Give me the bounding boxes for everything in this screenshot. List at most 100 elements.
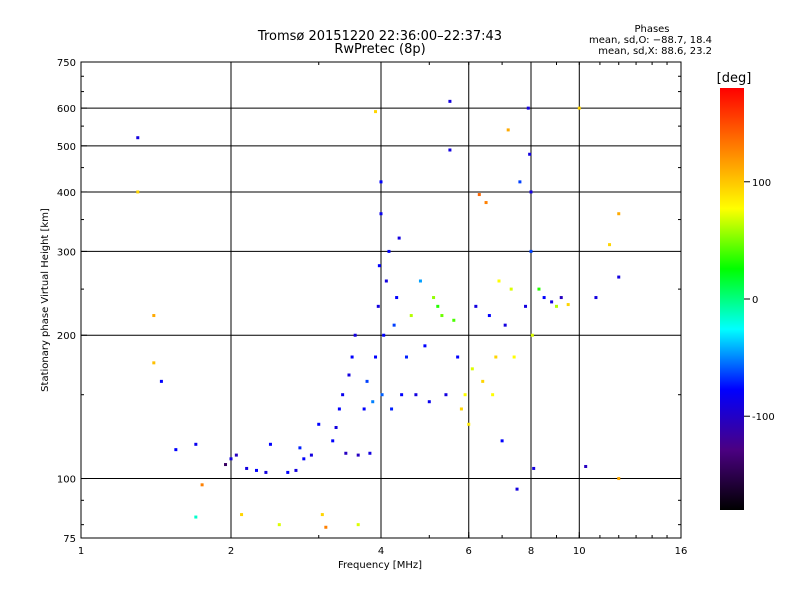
chart-subtitle: RwPretec (8p)	[334, 42, 425, 57]
data-point	[554, 304, 558, 308]
x-tick-label: 4	[378, 546, 384, 557]
data-point	[512, 355, 516, 359]
data-point	[365, 379, 369, 383]
data-point	[559, 296, 563, 300]
data-point	[286, 470, 290, 474]
data-point	[397, 236, 401, 240]
chart-title: Tromsø 20151220 22:36:00–22:37:43	[257, 29, 502, 44]
data-point	[494, 355, 498, 359]
data-point	[377, 264, 381, 268]
data-point	[524, 304, 528, 308]
y-tick-label: 300	[57, 247, 76, 258]
y-axis-label: Stationary phase Virtual Height [km]	[40, 208, 51, 392]
data-point	[518, 180, 522, 184]
axis-ticks: 1 2 4 6 8 10 16 75 100 200 300 400 500 600 750	[57, 58, 687, 557]
data-point	[356, 453, 360, 457]
data-point	[331, 439, 335, 443]
data-point	[491, 393, 495, 397]
data-point	[423, 344, 427, 348]
data-point	[584, 464, 588, 468]
phases-title: Phases	[634, 24, 669, 35]
data-point	[382, 333, 386, 337]
data-point	[268, 442, 272, 446]
data-point	[294, 468, 298, 472]
y-tick-label: 500	[57, 142, 76, 153]
data-point	[515, 487, 519, 491]
data-point	[374, 355, 378, 359]
x-tick-label: 6	[466, 546, 472, 557]
y-tick-label: 75	[63, 534, 76, 545]
data-point	[542, 296, 546, 300]
colorbar-title: [deg]	[717, 71, 752, 86]
data-point	[500, 439, 504, 443]
phases-x-stats: mean, sd,X: 88.6, 23.2	[598, 46, 712, 57]
data-point	[136, 190, 140, 194]
data-point	[334, 425, 338, 429]
grid-lines	[81, 62, 681, 538]
data-point	[317, 422, 321, 426]
data-point	[448, 99, 452, 103]
data-point	[229, 457, 233, 461]
y-tick-label: 400	[57, 188, 76, 199]
data-point	[337, 407, 341, 411]
data-point	[477, 193, 481, 197]
data-point	[484, 201, 488, 205]
colorbar-tick-label: 0	[752, 295, 758, 306]
data-point	[341, 393, 345, 397]
data-point	[532, 466, 536, 470]
y-tick-label: 100	[57, 475, 76, 486]
data-point	[298, 446, 302, 450]
data-point	[404, 355, 408, 359]
data-point	[174, 448, 178, 452]
data-point	[395, 296, 399, 300]
data-point	[436, 304, 440, 308]
data-point	[452, 318, 456, 322]
data-point	[487, 314, 491, 318]
y-tick-label: 750	[57, 58, 76, 69]
data-point	[409, 314, 413, 318]
data-point	[347, 373, 351, 377]
data-point	[529, 249, 533, 253]
data-point	[459, 407, 463, 411]
data-point	[368, 451, 372, 455]
data-point	[234, 453, 238, 457]
data-point	[537, 287, 541, 291]
data-point	[320, 513, 324, 517]
data-point	[526, 106, 530, 110]
data-point	[350, 355, 354, 359]
y-tick-label: 600	[57, 104, 76, 115]
data-point	[467, 422, 471, 426]
data-point	[194, 442, 198, 446]
data-point	[387, 249, 391, 253]
data-point	[152, 361, 156, 365]
data-point	[194, 515, 198, 519]
x-tick-label: 16	[675, 546, 688, 557]
data-point	[240, 513, 244, 517]
data-points	[136, 99, 621, 529]
colorbar-ticks: 100 0 -100	[744, 178, 775, 423]
data-point	[444, 393, 448, 397]
data-point	[617, 275, 621, 279]
data-point	[152, 314, 156, 318]
data-point	[356, 523, 360, 527]
data-point	[379, 180, 383, 184]
x-tick-label: 2	[228, 546, 234, 557]
data-point	[617, 212, 621, 216]
data-point	[245, 466, 249, 470]
data-point	[264, 470, 268, 474]
data-point	[376, 304, 380, 308]
data-point	[427, 400, 431, 404]
data-point	[379, 212, 383, 216]
data-point	[380, 393, 384, 397]
data-point	[440, 314, 444, 318]
y-tick-label: 200	[57, 331, 76, 342]
data-point	[503, 323, 507, 327]
data-point	[254, 468, 258, 472]
data-point	[566, 303, 570, 307]
data-point	[277, 523, 281, 527]
data-point	[530, 333, 534, 337]
data-point	[474, 304, 478, 308]
data-point	[302, 457, 306, 461]
data-point	[136, 136, 140, 140]
